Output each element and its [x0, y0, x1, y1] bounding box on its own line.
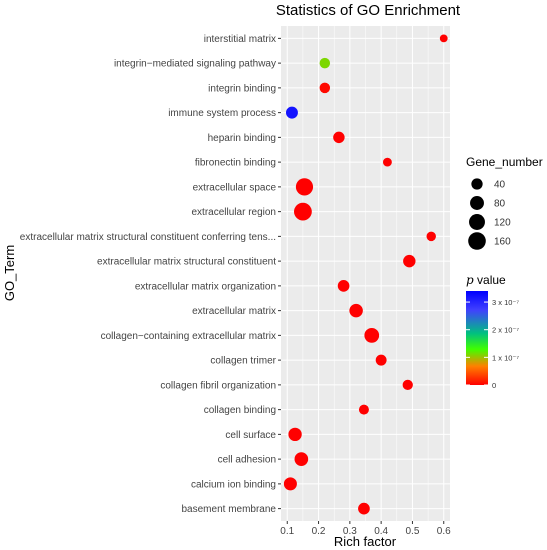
x-tick-label: 0.1	[280, 526, 294, 537]
size-legend-label: 40	[494, 180, 506, 191]
x-tick-label: 0.4	[374, 526, 388, 537]
size-legend-label: 120	[494, 218, 511, 229]
y-tick-label: basement membrane	[182, 504, 277, 515]
data-point	[349, 303, 363, 318]
chart-title: Statistics of GO Enrichment	[276, 2, 461, 19]
y-tick-label: immune system process	[168, 108, 276, 119]
y-tick-label: calcium ion binding	[191, 479, 276, 490]
x-tick-label: 0.6	[437, 526, 451, 537]
data-point	[333, 131, 345, 144]
y-tick-label: cell surface	[225, 430, 276, 441]
data-point	[403, 254, 416, 268]
y-tick-label: fibronectin binding	[195, 158, 276, 169]
size-legend-key	[470, 196, 484, 210]
y-tick-label: collagen binding	[204, 405, 276, 416]
data-point	[439, 34, 448, 43]
data-point	[364, 328, 380, 343]
y-tick-label: extracellular matrix	[192, 306, 276, 317]
data-point	[319, 82, 331, 94]
pvalue-legend-title-rest: value	[474, 273, 506, 287]
y-tick-label: cell adhesion	[218, 455, 276, 466]
size-legend-title: Gene_number	[466, 155, 543, 169]
data-point	[283, 477, 297, 491]
y-tick-label: extracellular matrix structural constitu…	[97, 257, 276, 268]
y-tick-label: collagen fibril organization	[160, 380, 276, 391]
data-point	[319, 57, 331, 69]
data-point	[294, 202, 312, 221]
data-point	[358, 502, 370, 515]
data-point	[358, 404, 369, 415]
x-tick-label: 0.5	[405, 526, 419, 537]
size-legend-label: 160	[494, 237, 511, 248]
data-point	[426, 231, 436, 242]
x-tick-labels: 0.1 0.2 0.3 0.4 0.5 0.6	[280, 521, 451, 537]
pvalue-legend: p value 3 x 10⁻⁷ 2 x 10⁻⁷ 1 x 10⁻⁷ 0	[466, 273, 519, 390]
y-tick-labels: interstitial matrix integrin−mediated sig…	[20, 34, 281, 515]
y-tick-label: collagen trimer	[210, 356, 276, 367]
y-tick-label: interstitial matrix	[204, 34, 276, 45]
data-point	[295, 178, 314, 196]
size-legend: Gene_number 40 80 120 160	[466, 155, 543, 250]
pvalue-legend-label: 1 x 10⁻⁷	[492, 353, 519, 362]
pvalue-colorbar	[466, 291, 488, 385]
y-tick-label: extracellular matrix organization	[135, 281, 276, 292]
data-point	[375, 354, 387, 366]
size-legend-key	[471, 178, 483, 190]
y-tick-label: extracellular matrix structural constitu…	[20, 232, 276, 243]
size-legend-key	[468, 232, 486, 250]
data-point	[337, 280, 350, 292]
data-point	[382, 157, 392, 167]
y-tick-label: heparin binding	[208, 133, 276, 144]
x-tick-label: 0.2	[312, 526, 326, 537]
data-point	[286, 106, 298, 119]
y-tick-label: collagen−containing extracellular matrix	[101, 331, 276, 342]
y-tick-label: extracellular space	[193, 182, 277, 193]
pvalue-legend-label: 2 x 10⁻⁷	[492, 326, 519, 335]
x-tick-label: 0.3	[343, 526, 357, 537]
data-point	[402, 379, 413, 391]
pvalue-legend-label: 0	[492, 381, 496, 390]
size-legend-label: 80	[494, 199, 506, 210]
pvalue-legend-title-italic: p	[466, 273, 474, 287]
data-point	[288, 427, 302, 442]
y-tick-label: extracellular region	[192, 207, 277, 218]
data-point	[294, 452, 309, 466]
y-tick-label: integrin binding	[208, 83, 276, 94]
y-axis-title: GO_Term	[2, 245, 17, 301]
grid-lines	[281, 26, 450, 521]
data-points	[283, 34, 448, 515]
y-tick-label: integrin−mediated signaling pathway	[114, 59, 276, 70]
pvalue-legend-label: 3 x 10⁻⁷	[492, 298, 519, 307]
size-legend-key	[469, 214, 485, 230]
x-axis-title: Rich factor	[334, 534, 397, 549]
pvalue-legend-title: p value	[466, 273, 506, 287]
